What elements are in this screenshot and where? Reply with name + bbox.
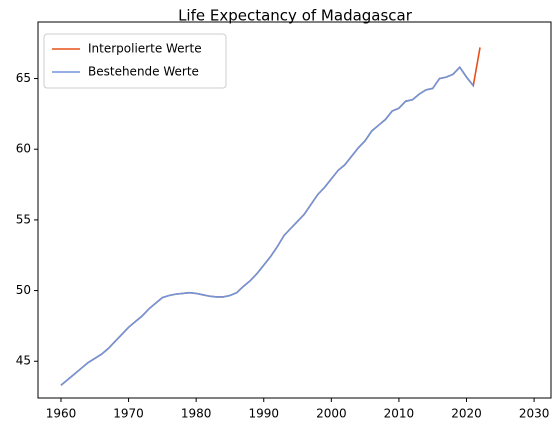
x-tick-label: 1970: [113, 407, 144, 421]
line-series: [60, 65, 474, 386]
x-tick-label: 2030: [519, 407, 550, 421]
y-tick-label: 65: [16, 71, 31, 85]
legend-label: Bestehende Werte: [88, 65, 199, 79]
x-tick-label: 2010: [384, 407, 415, 421]
line-series: [60, 47, 481, 386]
legend-box: [43, 33, 227, 89]
x-tick-label: 1980: [181, 407, 212, 421]
y-tick-label: 45: [16, 354, 31, 368]
y-tick-label: 60: [16, 142, 31, 156]
y-tick-label: 50: [16, 283, 31, 297]
x-tick-label: 2020: [451, 407, 482, 421]
x-tick-label: 2000: [316, 407, 347, 421]
legend-label: Interpolierte Werte: [88, 42, 202, 56]
chart-title: Life Expectancy of Madagascar: [178, 7, 413, 25]
x-tick-label: 1990: [248, 407, 279, 421]
plot-frame: [37, 21, 552, 399]
x-tick-label: 1960: [46, 407, 77, 421]
y-tick-label: 55: [16, 212, 31, 226]
